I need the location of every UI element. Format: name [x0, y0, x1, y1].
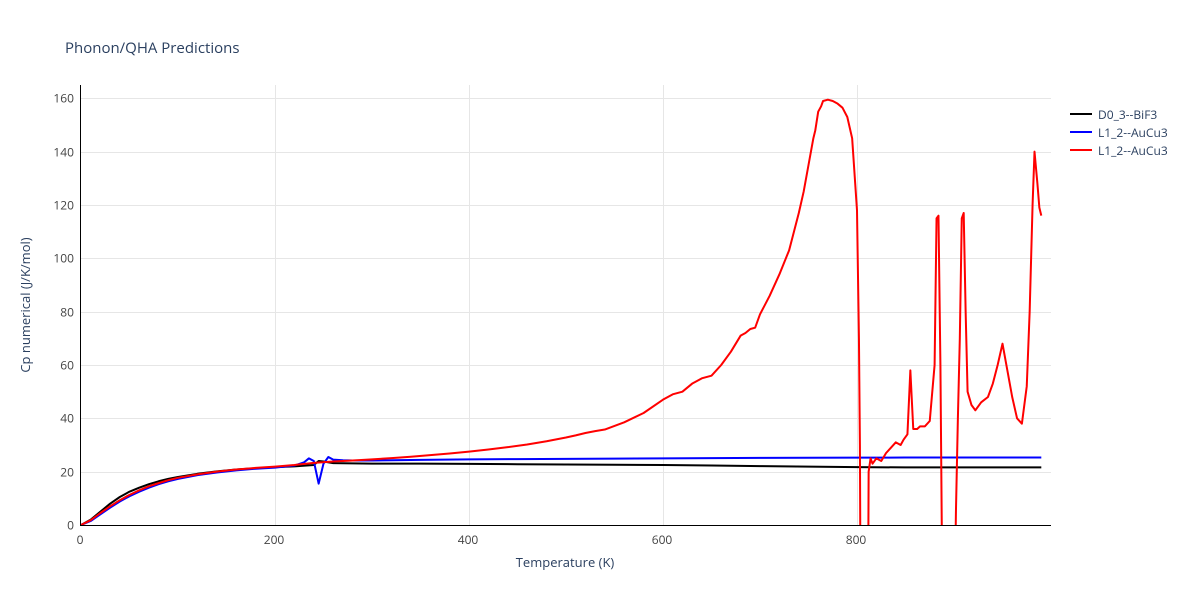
x-tick-label: 600 [652, 531, 673, 548]
y-tick-label: 100 [34, 250, 74, 267]
y-tick-label: 80 [34, 303, 74, 320]
legend-swatch [1070, 131, 1092, 133]
legend-item[interactable]: L1_2--AuCu3 [1070, 123, 1168, 141]
y-tick-label: 60 [34, 357, 74, 374]
legend-label: L1_2--AuCu3 [1098, 124, 1168, 141]
y-tick-label: 140 [34, 143, 74, 160]
x-axis-label: Temperature (K) [516, 553, 615, 571]
x-tick-label: 800 [846, 531, 867, 548]
x-tick-label: 0 [77, 531, 84, 548]
y-axis-label: Cp numerical (J/K/mol) [16, 237, 34, 372]
chart-title: Phonon/QHA Predictions [65, 38, 240, 58]
chart-container: Phonon/QHA Predictions Temperature (K) C… [0, 0, 1200, 600]
x-tick-label: 400 [458, 531, 479, 548]
y-tick-label: 40 [34, 410, 74, 427]
y-tick-label: 160 [34, 90, 74, 107]
series-line[interactable] [81, 100, 1041, 600]
y-tick-label: 0 [34, 517, 74, 534]
legend-swatch [1070, 149, 1092, 151]
legend: D0_3--BiF3L1_2--AuCu3L1_2--AuCu3 [1070, 105, 1168, 159]
y-tick-label: 120 [34, 197, 74, 214]
legend-label: D0_3--BiF3 [1098, 106, 1157, 123]
legend-label: L1_2--AuCu3 [1098, 142, 1168, 159]
y-tick-label: 20 [34, 463, 74, 480]
legend-item[interactable]: L1_2--AuCu3 [1070, 141, 1168, 159]
legend-swatch [1070, 113, 1092, 115]
x-tick-label: 200 [264, 531, 285, 548]
legend-item[interactable]: D0_3--BiF3 [1070, 105, 1168, 123]
plot-area[interactable] [80, 85, 1051, 526]
series-layer [81, 85, 1051, 525]
